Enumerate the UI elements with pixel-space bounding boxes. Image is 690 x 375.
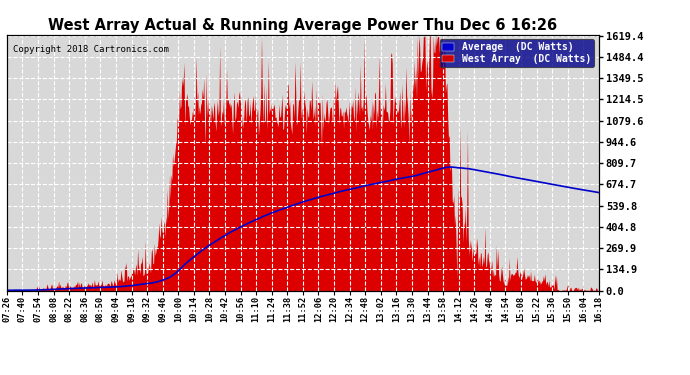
Title: West Array Actual & Running Average Power Thu Dec 6 16:26: West Array Actual & Running Average Powe… [48,18,558,33]
Text: Copyright 2018 Cartronics.com: Copyright 2018 Cartronics.com [13,45,168,54]
Legend: Average  (DC Watts), West Array  (DC Watts): Average (DC Watts), West Array (DC Watts… [440,39,594,67]
